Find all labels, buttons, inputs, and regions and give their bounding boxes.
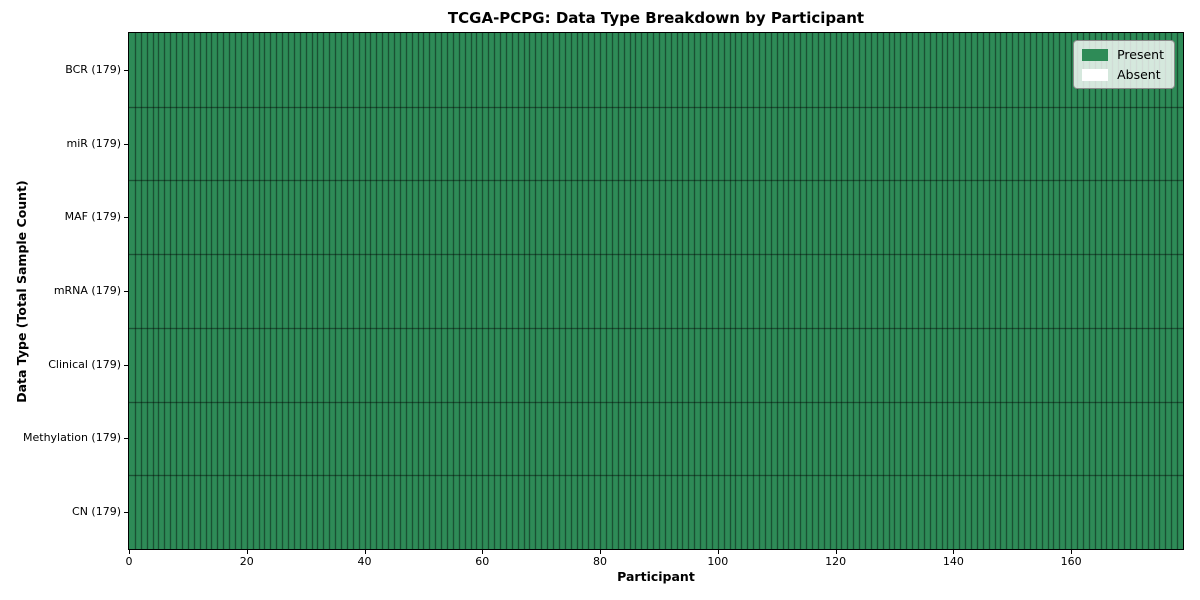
y-tick-mark [124,217,128,218]
y-tick-label: MAF (179) [64,210,121,224]
y-tick-label: Methylation (179) [23,431,121,445]
legend-swatch-absent [1082,68,1109,81]
x-axis-label: Participant [617,569,695,584]
y-tick-mark [124,512,128,513]
y-tick-label: CN (179) [72,505,121,519]
legend-item: Present [1082,47,1164,62]
x-tick-mark [1071,550,1072,554]
x-tick-label: 60 [475,555,490,568]
y-tick-label: Clinical (179) [48,357,121,371]
x-tick-label: 20 [239,555,254,568]
x-tick-label: 120 [825,555,847,568]
chart-title: TCGA-PCPG: Data Type Breakdown by Partic… [447,9,865,27]
y-tick-mark [124,365,128,366]
y-tick-mark [124,144,128,145]
x-tick-mark [129,550,130,554]
legend-item: Absent [1082,67,1164,82]
x-tick-mark [365,550,366,554]
legend-label: Absent [1117,67,1161,82]
x-tick-label: 160 [1060,555,1082,568]
y-tick-label: miR (179) [66,136,122,150]
x-tick-mark [600,550,601,554]
y-tick-mark [124,70,128,71]
legend-swatch-present [1082,48,1109,61]
legend: Present Absent [1073,40,1175,89]
x-tick-label: 40 [357,555,372,568]
y-tick-mark [124,291,128,292]
legend-label: Present [1117,47,1164,62]
x-tick-label: 100 [707,555,729,568]
x-tick-mark [247,550,248,554]
y-tick-label: mRNA (179) [53,284,121,297]
x-tick-mark [718,550,719,554]
x-tick-label: 80 [593,555,608,568]
x-tick-mark [482,550,483,554]
x-tick-mark [953,550,954,554]
x-tick-label: 0 [125,555,133,568]
x-tick-label: 140 [942,555,964,568]
x-tick-mark [836,550,837,554]
y-tick-label: BCR (179) [65,62,121,76]
y-tick-mark [124,438,128,439]
heatmap-canvas [127,31,1184,550]
